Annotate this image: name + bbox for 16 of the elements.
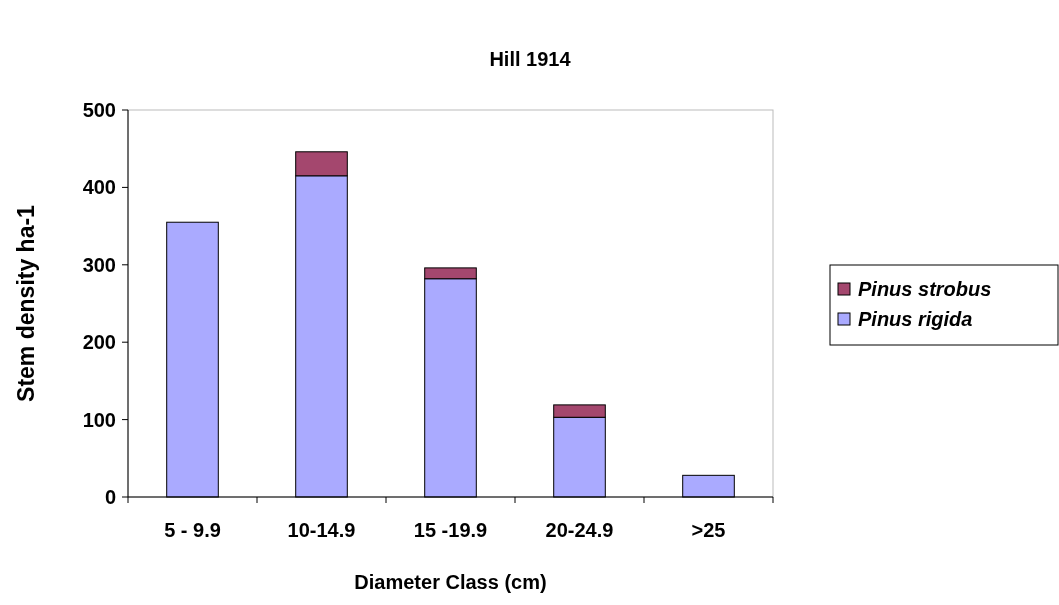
x-tick-label: 10-14.9 — [287, 519, 356, 541]
x-axis-title: Diameter Class (cm) — [354, 571, 547, 593]
x-tick-label: 15 -19.9 — [413, 519, 488, 541]
y-tick-label: 500 — [82, 99, 116, 121]
y-tick-label: 0 — [104, 486, 116, 508]
y-tick-label: 400 — [82, 176, 116, 199]
legend-label: Pinus strobus — [858, 278, 992, 300]
y-tick-label: 200 — [82, 331, 116, 354]
chart-title: Hill 1914 — [489, 48, 572, 70]
x-tick-label: 5 - 9.9 — [164, 519, 221, 541]
x-tick-label: 20-24.9 — [545, 519, 614, 541]
y-axis-title: Stem density ha-1 — [13, 204, 39, 402]
y-tick-label: 300 — [82, 253, 116, 276]
legend-label: Pinus rigida — [858, 308, 973, 330]
y-tick-label: 100 — [82, 408, 116, 431]
x-tick-label: >25 — [691, 519, 726, 541]
